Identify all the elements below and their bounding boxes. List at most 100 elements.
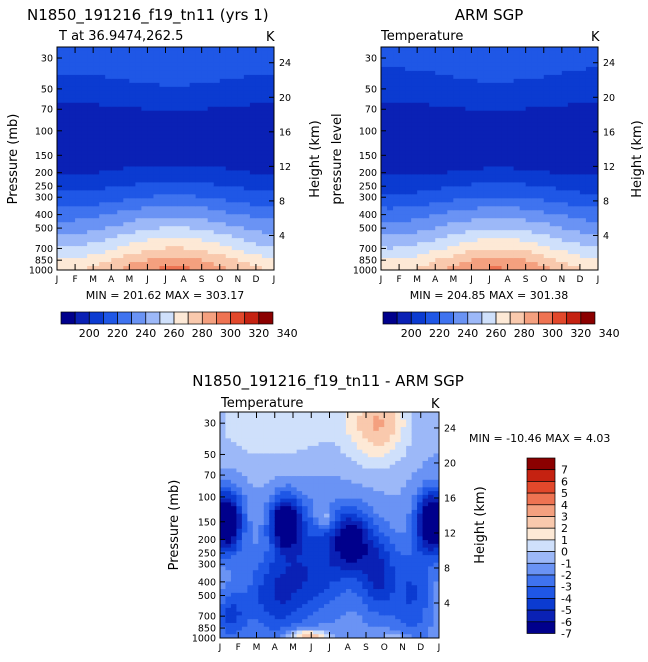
- field-cell: [261, 190, 269, 195]
- field-cell: [280, 558, 287, 564]
- field-cell: [537, 54, 545, 60]
- y-tick-label: 400: [359, 210, 377, 221]
- field-cell: [258, 506, 265, 511]
- field-cell: [207, 206, 215, 211]
- field-cell: [501, 186, 509, 191]
- field-cell: [459, 258, 466, 263]
- field-cell: [183, 114, 191, 120]
- field-cell: [393, 154, 400, 160]
- field-cell: [405, 190, 412, 195]
- field-cell: [177, 170, 185, 176]
- field-cell: [99, 82, 106, 88]
- field-cell: [471, 238, 479, 243]
- field-cell: [247, 581, 254, 586]
- field-cell: [159, 150, 167, 156]
- field-cell: [267, 74, 274, 80]
- field-cell: [117, 242, 124, 247]
- field-cell: [213, 150, 221, 156]
- field-cell: [525, 130, 533, 136]
- field-cell: [567, 230, 575, 235]
- field-cell: [489, 226, 497, 231]
- field-cell: [561, 186, 569, 191]
- field-cell: [220, 464, 227, 470]
- field-cell: [477, 122, 485, 128]
- field-cell: [207, 102, 215, 108]
- field-cell: [435, 90, 442, 96]
- field-cell: [171, 130, 179, 136]
- field-cell: [135, 178, 142, 183]
- field-cell: [225, 142, 233, 148]
- field-cell: [537, 50, 545, 56]
- field-cell: [447, 122, 454, 128]
- field-cell: [423, 230, 430, 235]
- field-cell: [165, 258, 173, 263]
- field-cell: [195, 234, 203, 239]
- field-cell: [81, 218, 88, 223]
- field-cell: [453, 106, 460, 112]
- field-cell: [267, 47, 274, 52]
- field-cell: [477, 50, 485, 56]
- panel2-units: K: [591, 30, 600, 45]
- field-cell: [387, 146, 394, 152]
- field-cell: [93, 166, 100, 172]
- field-cell: [252, 517, 259, 522]
- field-cell: [393, 158, 400, 164]
- field-cell: [177, 138, 185, 144]
- field-cell: [459, 134, 466, 140]
- field-cell: [123, 202, 130, 207]
- field-cell: [225, 573, 232, 579]
- field-cell: [258, 596, 265, 601]
- field-cell: [105, 66, 112, 72]
- field-cell: [483, 70, 491, 76]
- field-cell: [177, 158, 185, 164]
- field-cell: [57, 214, 64, 219]
- field-cell: [591, 262, 598, 267]
- field-cell: [255, 206, 263, 211]
- field-cell: [230, 430, 238, 436]
- field-cell: [280, 442, 287, 447]
- field-cell: [252, 581, 259, 586]
- field-cell: [117, 86, 124, 92]
- field-cell: [75, 266, 82, 270]
- field-cell: [525, 102, 533, 108]
- field-cell: [231, 226, 239, 231]
- field-cell: [117, 90, 124, 96]
- field-cell: [159, 254, 167, 259]
- field-cell: [147, 146, 155, 152]
- field-cell: [183, 86, 191, 92]
- field-cell: [459, 50, 466, 56]
- field-cell: [241, 438, 248, 443]
- field-cell: [417, 74, 424, 80]
- field-cell: [585, 254, 593, 259]
- field-cell: [387, 230, 394, 235]
- field-cell: [159, 142, 167, 148]
- field-cell: [513, 66, 521, 72]
- field-cell: [261, 90, 269, 96]
- field-cell: [477, 242, 485, 247]
- field-cell: [269, 509, 276, 515]
- field-cell: [195, 94, 203, 100]
- field-cell: [405, 90, 412, 96]
- field-cell: [269, 487, 276, 492]
- field-cell: [87, 154, 94, 160]
- field-cell: [247, 476, 254, 481]
- field-cell: [543, 58, 551, 64]
- field-cell: [63, 58, 70, 64]
- field-cell: [477, 190, 485, 195]
- field-cell: [513, 114, 521, 120]
- field-cell: [585, 110, 593, 116]
- field-cell: [269, 577, 276, 583]
- field-cell: [549, 47, 557, 52]
- field-cell: [579, 150, 587, 156]
- field-cell: [405, 62, 412, 68]
- field-cell: [243, 230, 251, 235]
- field-cell: [99, 250, 106, 255]
- field-cell: [447, 210, 454, 215]
- field-cell: [225, 134, 233, 140]
- field-cell: [591, 118, 598, 124]
- field-cell: [591, 66, 598, 72]
- field-cell: [243, 170, 251, 176]
- field-cell: [549, 234, 557, 239]
- field-cell: [453, 118, 460, 124]
- field-cell: [213, 98, 221, 104]
